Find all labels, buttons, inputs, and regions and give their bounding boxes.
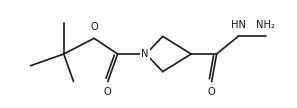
Text: O: O (104, 87, 112, 97)
Text: O: O (90, 22, 98, 32)
Text: O: O (208, 87, 216, 97)
Text: N: N (141, 49, 149, 59)
Text: HN: HN (231, 21, 246, 30)
Text: NH₂: NH₂ (256, 21, 275, 30)
